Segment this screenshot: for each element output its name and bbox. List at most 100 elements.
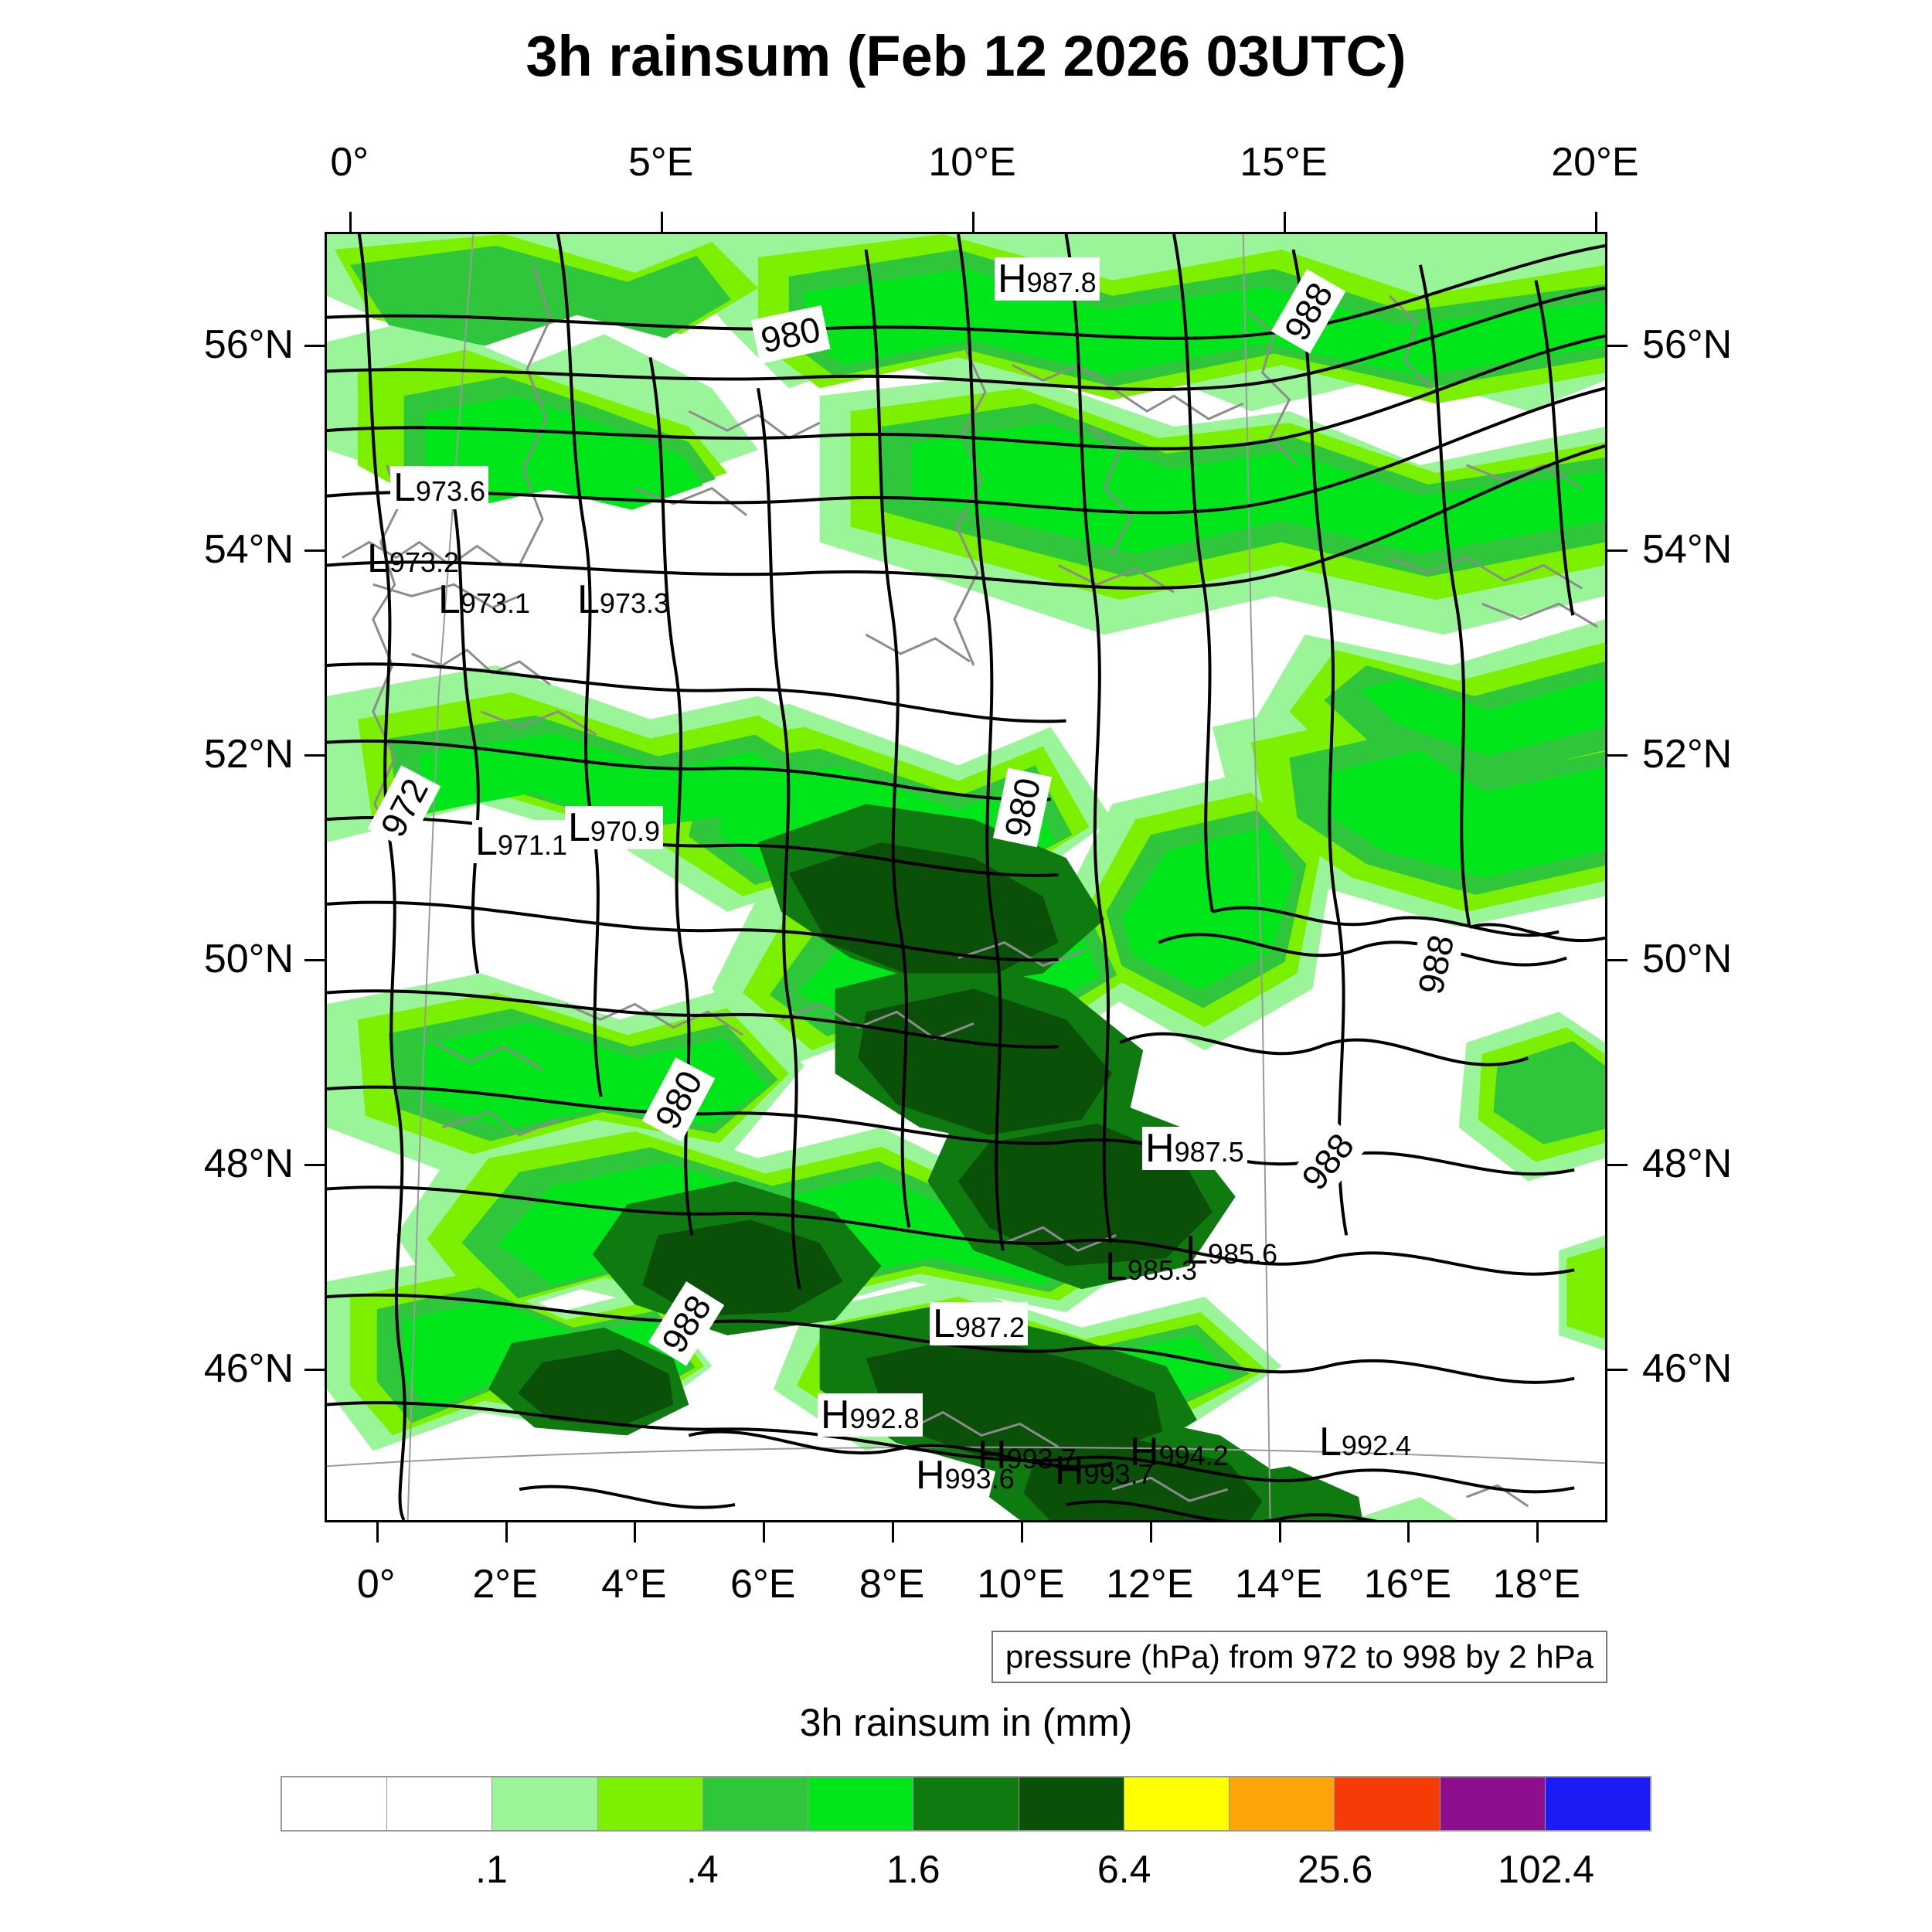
x-tick-label-bottom: 12°E	[1106, 1562, 1194, 1607]
y-tick-left	[304, 549, 325, 552]
y-tick-right	[1607, 344, 1628, 347]
x-tick-label-top: 15°E	[1240, 140, 1328, 185]
pressure-center-label: H993.7	[1052, 1449, 1157, 1492]
pressure-center-value: 993.6	[944, 1463, 1015, 1495]
y-tick-left	[304, 959, 325, 962]
x-tick-top	[972, 212, 975, 232]
pressure-center-value: 992.8	[849, 1403, 920, 1434]
colorbar-cell-1	[387, 1777, 493, 1830]
pressure-center-value: 992.4	[1341, 1430, 1412, 1461]
y-tick-label-left: 48°N	[203, 1141, 294, 1187]
y-tick-label-left: 56°N	[203, 321, 294, 367]
high-pressure-marker: H	[1145, 1126, 1175, 1171]
pressure-center-value: 985.6	[1207, 1238, 1278, 1270]
colorbar-cell-9	[1230, 1777, 1335, 1830]
pressure-center-label: H995.0	[543, 1512, 648, 1520]
low-pressure-marker: L	[577, 577, 600, 622]
low-pressure-marker: L	[367, 536, 389, 581]
pressure-center-value: 987.5	[1174, 1136, 1244, 1168]
x-tick-label-bottom: 2°E	[472, 1562, 538, 1607]
pressure-contour-legend: pressure (hPa) from 972 to 998 by 2 hPa	[991, 1631, 1607, 1683]
pressure-center-label: L970.9	[565, 805, 664, 850]
pressure-center-label: H994.2	[1127, 1430, 1232, 1474]
colorbar-cell-8	[1124, 1777, 1230, 1830]
y-tick-right	[1607, 1164, 1628, 1167]
x-tick-top	[661, 212, 664, 232]
y-tick-left	[304, 1369, 325, 1372]
y-tick-right	[1607, 1369, 1628, 1372]
high-pressure-marker: H	[916, 1453, 945, 1498]
x-tick-label-bottom: 10°E	[977, 1562, 1065, 1607]
colorbar-cell-3	[597, 1777, 703, 1830]
coastline-layer	[342, 264, 1598, 1508]
map-plot-area: H987.8 L973.6 L973.2 L973.1 L973.3 L971.1 L970…	[325, 232, 1607, 1522]
high-pressure-marker: H	[546, 1512, 576, 1520]
colorbar-tick-label: 1.6	[886, 1848, 940, 1891]
y-tick-left	[304, 1164, 325, 1167]
colorbar-cell-0	[282, 1777, 388, 1830]
pressure-center-label: H993.7	[975, 1434, 1080, 1477]
colorbar-wrap	[281, 1776, 1651, 1832]
x-tick-label-bottom: 8°E	[859, 1562, 925, 1607]
y-tick-left	[304, 344, 325, 347]
pressure-center-value: 973.6	[415, 475, 486, 507]
pressure-center-label: L985.6	[1182, 1229, 1281, 1272]
y-tick-label-left: 46°N	[203, 1346, 294, 1392]
pressure-center-label: H987.8	[995, 257, 1100, 301]
y-tick-label-right: 52°N	[1642, 731, 1733, 777]
pressure-center-value: 987.2	[954, 1311, 1026, 1343]
low-pressure-marker: L	[475, 819, 498, 864]
colorbar-tick-label: .4	[685, 1848, 719, 1891]
x-tick-bottom	[1536, 1522, 1539, 1543]
pressure-center-value: 973.2	[389, 546, 460, 578]
x-tick-label-bottom: 16°E	[1363, 1562, 1452, 1607]
x-tick-label-bottom: 0°	[356, 1562, 396, 1607]
colorbar-cell-5	[808, 1777, 914, 1830]
colorbar-cell-6	[913, 1777, 1019, 1830]
colorbar	[281, 1776, 1651, 1832]
low-pressure-marker: L	[393, 465, 416, 510]
pressure-center-value: 993.7	[1083, 1458, 1154, 1490]
colorbar-tick-label: .1	[475, 1848, 508, 1891]
low-pressure-marker: L	[933, 1301, 955, 1346]
pressure-center-label: L973.6	[390, 465, 489, 510]
colorbar-cell-7	[1019, 1777, 1124, 1830]
pressure-center-value: 973.3	[599, 587, 670, 619]
x-tick-bottom	[505, 1522, 508, 1543]
x-tick-label-top: 20°E	[1551, 140, 1639, 185]
pressure-center-value: 973.1	[460, 587, 531, 619]
x-tick-label-bottom: 18°E	[1492, 1562, 1580, 1607]
x-tick-label-top: 0°	[330, 140, 369, 185]
y-tick-label-right: 56°N	[1642, 321, 1733, 367]
pressure-center-label: H992.8	[818, 1393, 923, 1437]
colorbar-cell-2	[492, 1777, 598, 1830]
pressure-center-label: L992.4	[1316, 1420, 1414, 1464]
high-pressure-marker: H	[821, 1393, 850, 1437]
x-tick-bottom	[1278, 1522, 1281, 1543]
pressure-center-value: 971.1	[497, 829, 568, 861]
x-tick-top	[1283, 212, 1286, 232]
y-tick-label-right: 50°N	[1642, 937, 1733, 982]
y-tick-right	[1607, 753, 1628, 757]
colorbar-cell-10	[1335, 1777, 1440, 1830]
colorbar-tick-label: 25.6	[1297, 1848, 1373, 1891]
isobar-layer	[327, 234, 1605, 1520]
y-tick-right	[1607, 959, 1628, 962]
low-pressure-marker: L	[1319, 1420, 1342, 1464]
high-pressure-marker: H	[978, 1433, 1007, 1478]
map-canvas	[327, 234, 1605, 1520]
pressure-center-label: L973.3	[574, 578, 672, 621]
high-pressure-marker: H	[1055, 1448, 1084, 1493]
x-tick-bottom	[1149, 1522, 1152, 1543]
page-title: 3h rainsum (Feb 12 2026 03UTC)	[526, 24, 1406, 88]
pressure-center-label: L973.1	[435, 578, 533, 621]
colorbar-tick-label: 6.4	[1097, 1848, 1151, 1891]
colorbar-title: 3h rainsum in (mm)	[799, 1701, 1133, 1744]
colorbar-cell-4	[702, 1777, 809, 1830]
x-tick-bottom	[892, 1522, 895, 1543]
low-pressure-marker: L	[568, 805, 590, 850]
pressure-center-value: 987.8	[1026, 267, 1097, 298]
y-tick-label-right: 48°N	[1642, 1141, 1733, 1187]
low-pressure-marker: L	[1105, 1244, 1128, 1289]
low-pressure-marker: L	[438, 577, 461, 622]
